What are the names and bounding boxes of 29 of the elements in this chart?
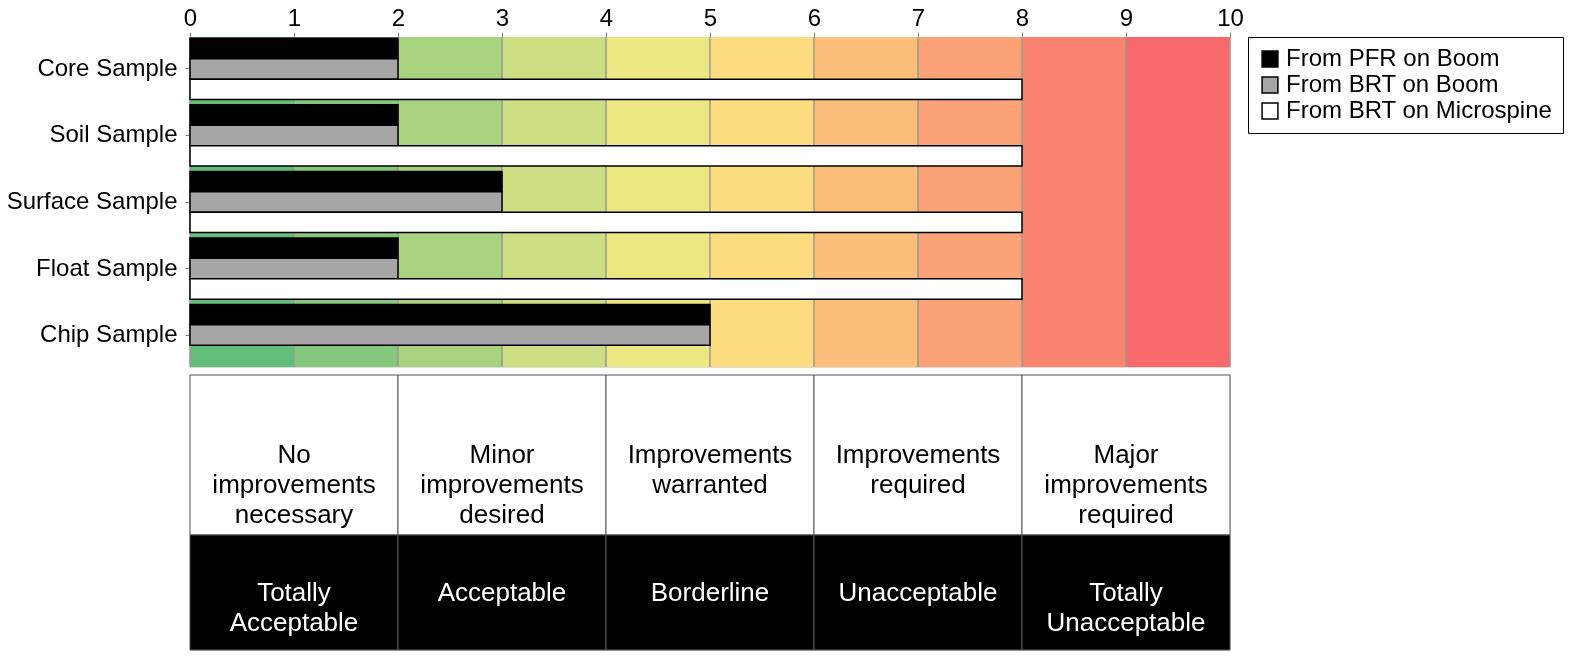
text: Improvements required [835,439,1001,499]
x-tick-label: 9 [1119,3,1134,31]
text: Major improvements required [1044,439,1208,529]
text: Borderline [650,576,770,607]
legend-label: From PFR on Boom [1286,44,1500,71]
text: Unacceptable [838,576,998,607]
text: Minor improvements desired [420,439,584,529]
x-tick-label: 3 [495,3,510,31]
x-tick-label: 6 [807,3,822,31]
y-tick-label: Float Sample [36,253,178,281]
legend-label: From BRT on Microspine [1286,96,1552,123]
x-tick-label: 0 [183,3,198,31]
text: Improvements warranted [627,439,793,499]
legend-label: From BRT on Boom [1286,70,1499,97]
y-tick-label: Chip Sample [40,320,178,348]
x-tick-label: 10 [1217,3,1244,31]
text: No improvements necessary [212,439,376,529]
text: Totally Acceptable [229,576,359,637]
x-tick-label: 4 [599,3,614,31]
x-tick-label: 5 [703,3,718,31]
y-tick-label: Surface Sample [6,187,178,214]
y-tick-label: Soil Sample [49,120,178,148]
x-tick-label: 2 [391,3,406,31]
x-tick-label: 7 [911,3,926,31]
text: Acceptable [437,576,567,607]
x-tick-label: 8 [1015,3,1030,31]
text: Totally Unacceptable [1046,576,1206,637]
y-tick-label: Core Sample [37,53,178,81]
x-tick-label: 1 [287,3,302,31]
